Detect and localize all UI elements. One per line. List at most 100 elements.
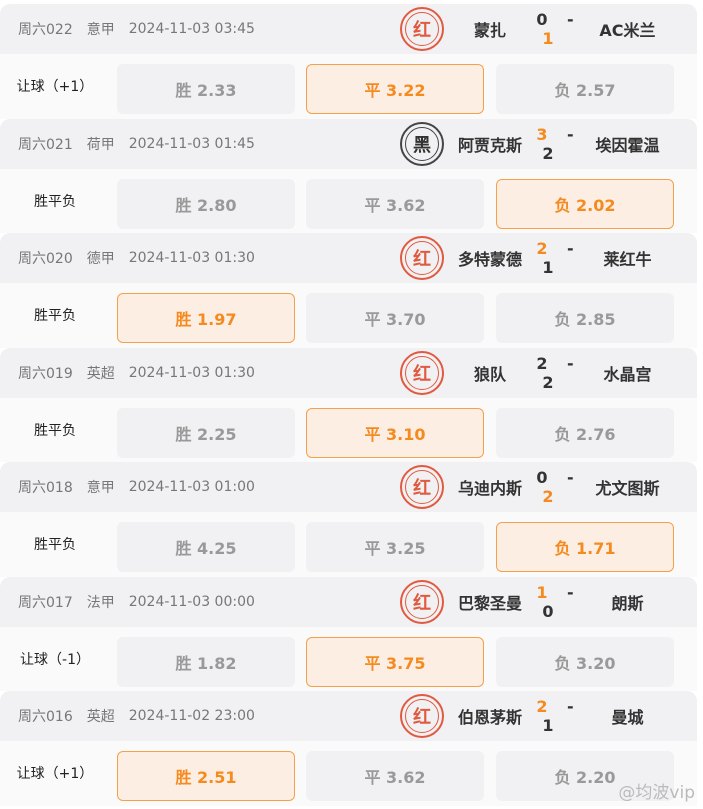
away-score: 0 <box>542 601 554 621</box>
league: 法甲 <box>86 594 115 611</box>
home-team[interactable]: 狼队 <box>473 364 506 384</box>
odds-option-draw[interactable]: 平 3.75 <box>306 636 484 687</box>
match-card: 周六022 意甲 2024-11-03 03:45 红 蒙扎 0 - 1 AC米… <box>0 4 697 119</box>
home-team[interactable]: 伯恩茅斯 <box>457 708 522 727</box>
odds-row: 胜平负 胜 2.80 平 3.62 负 2.02 <box>0 168 697 233</box>
score: 0 - 2 <box>536 468 574 506</box>
away-score: 1 <box>542 258 554 277</box>
league: 德甲 <box>86 251 115 267</box>
odds-option-lose[interactable]: 负 3.20 <box>496 636 674 687</box>
odds-row: 让球（-1） 胜 1.82 平 3.75 负 3.20 <box>0 626 697 691</box>
match-header: 周六020 德甲 2024-11-03 01:30 红 多特蒙德 2 - 1 莱… <box>0 233 697 283</box>
league: 荷甲 <box>86 136 115 153</box>
odds-option-win[interactable]: 胜 4.25 <box>117 522 295 572</box>
stamp-text: 黑 <box>405 126 439 161</box>
league: 意甲 <box>86 22 115 38</box>
odds-option-draw[interactable]: 平 3.70 <box>306 293 484 343</box>
odds-row: 胜平负 胜 1.97 平 3.70 负 2.85 <box>0 283 697 348</box>
home-score: 2 <box>536 239 548 258</box>
odds-option-draw[interactable]: 平 3.62 <box>306 751 484 801</box>
league: 英超 <box>86 365 115 382</box>
play-type: 胜平负 <box>34 422 76 439</box>
home-score: 1 <box>536 582 548 602</box>
odds-option-lose[interactable]: 负 1.71 <box>496 522 674 572</box>
home-team[interactable]: 多特蒙德 <box>457 250 522 269</box>
away-score: 1 <box>542 29 554 48</box>
away-team[interactable]: 水晶宫 <box>603 364 652 384</box>
stamp-text: 红 <box>405 584 439 619</box>
match-card: 周六019 英超 2024-11-03 01:30 红 狼队 2 - 2 水晶宫… <box>0 347 697 462</box>
odds-option-lose[interactable]: 负 2.76 <box>496 407 674 458</box>
odds-option-win[interactable]: 胜 1.82 <box>117 636 295 687</box>
away-team[interactable]: 埃因霍温 <box>595 135 660 155</box>
away-score: 2 <box>542 143 554 163</box>
match-card: 周六017 法甲 2024-11-03 00:00 红 巴黎圣曼 1 - 0 朗… <box>0 576 697 691</box>
stamp-text: 红 <box>405 355 439 390</box>
match-number: 周六017 <box>18 594 73 611</box>
odds-option-win[interactable]: 胜 2.51 <box>117 751 295 801</box>
home-team[interactable]: 蒙扎 <box>473 21 506 40</box>
score: 0 - 1 <box>536 10 574 48</box>
odds-option-draw[interactable]: 平 3.10 <box>306 407 484 458</box>
stamp-text: 红 <box>405 241 439 275</box>
play-type: 让球（+1） <box>16 79 94 95</box>
match-number: 周六022 <box>18 22 73 38</box>
odds-option-draw[interactable]: 平 3.62 <box>306 178 484 229</box>
match-number: 周六021 <box>18 136 73 153</box>
match-header: 周六018 意甲 2024-11-03 01:00 红 乌迪内斯 0 - 2 尤… <box>0 462 697 512</box>
home-team[interactable]: 阿贾克斯 <box>457 135 522 155</box>
stamp-text: 红 <box>405 699 439 733</box>
odds-option-lose[interactable]: 负 2.20 <box>496 751 674 801</box>
match-card: 周六016 英超 2024-11-02 23:00 红 伯恩茅斯 2 - 1 曼… <box>0 691 697 806</box>
result-stamp-icon: 红 <box>400 350 444 395</box>
odds-option-lose[interactable]: 负 2.85 <box>496 293 674 343</box>
away-score: 1 <box>542 716 554 735</box>
odds-option-win[interactable]: 胜 2.33 <box>117 64 295 114</box>
match-header: 周六016 英超 2024-11-02 23:00 红 伯恩茅斯 2 - 1 曼… <box>0 691 697 741</box>
score: 2 - 2 <box>536 353 574 392</box>
away-team[interactable]: AC米兰 <box>599 21 656 40</box>
odds-option-win[interactable]: 胜 1.97 <box>117 293 295 343</box>
odds-row: 胜平负 胜 2.25 平 3.10 负 2.76 <box>0 397 697 462</box>
odds-option-win[interactable]: 胜 2.80 <box>117 178 295 229</box>
away-team[interactable]: 尤文图斯 <box>595 479 660 498</box>
away-score: 2 <box>542 487 554 506</box>
result-stamp-icon: 黑 <box>400 121 444 166</box>
odds-option-draw[interactable]: 平 3.25 <box>306 522 484 572</box>
result-stamp-icon: 红 <box>400 236 444 280</box>
stamp-text: 红 <box>405 470 439 504</box>
away-team[interactable]: 曼城 <box>611 708 644 727</box>
league: 意甲 <box>86 480 115 496</box>
score: 2 - 1 <box>536 239 574 277</box>
odds-option-win[interactable]: 胜 2.25 <box>117 407 295 458</box>
match-header: 周六017 法甲 2024-11-03 00:00 红 巴黎圣曼 1 - 0 朗… <box>0 576 697 627</box>
away-score: 2 <box>542 372 554 392</box>
odds-row: 让球（+1） 胜 2.51 平 3.62 负 2.20 <box>0 741 697 806</box>
home-team[interactable]: 乌迪内斯 <box>457 479 522 498</box>
match-time: 2024-11-03 03:45 <box>128 21 255 37</box>
watermark: @均波vip <box>618 783 695 803</box>
odds-option-lose[interactable]: 负 2.02 <box>496 178 674 229</box>
match-header: 周六022 意甲 2024-11-03 03:45 红 蒙扎 0 - 1 AC米… <box>0 4 697 54</box>
match-number: 周六019 <box>18 365 73 382</box>
match-number: 周六020 <box>18 251 73 267</box>
stamp-text: 红 <box>405 12 439 46</box>
odds-option-draw[interactable]: 平 3.22 <box>306 64 484 114</box>
away-team[interactable]: 莱红牛 <box>603 250 652 269</box>
home-score: 2 <box>536 353 548 373</box>
match-header: 周六019 英超 2024-11-03 01:30 红 狼队 2 - 2 水晶宫 <box>0 347 697 398</box>
play-type: 胜平负 <box>34 193 76 210</box>
home-team[interactable]: 巴黎圣曼 <box>457 593 522 613</box>
result-stamp-icon: 红 <box>400 579 444 624</box>
result-stamp-icon: 红 <box>400 7 444 51</box>
home-score: 2 <box>536 697 548 716</box>
play-type: 让球（-1） <box>20 651 90 668</box>
match-number: 周六018 <box>18 480 73 496</box>
away-team[interactable]: 朗斯 <box>611 593 644 613</box>
score: 3 - 2 <box>536 124 574 163</box>
result-stamp-icon: 红 <box>400 694 444 738</box>
home-score: 3 <box>536 124 548 144</box>
league: 英超 <box>86 709 115 725</box>
match-card: 周六021 荷甲 2024-11-03 01:45 黑 阿贾克斯 3 - 2 埃… <box>0 118 697 233</box>
odds-option-lose[interactable]: 负 2.57 <box>496 64 674 114</box>
